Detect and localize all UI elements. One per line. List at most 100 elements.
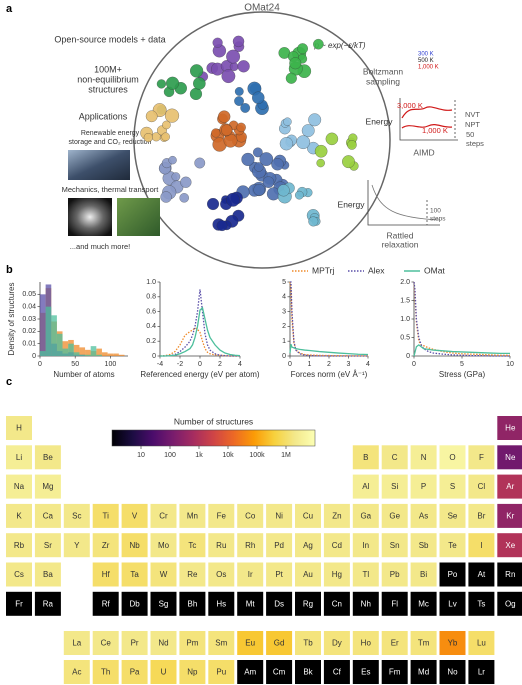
x-tick-label: 0 [288, 361, 292, 368]
colorbar-title: Number of structures [174, 416, 253, 426]
atom [236, 122, 246, 133]
element-symbol: Sc [72, 512, 81, 521]
element-cell-no-data [497, 562, 522, 587]
line-series [289, 281, 368, 357]
element-cell [63, 660, 90, 684]
element-symbol: U [161, 668, 167, 677]
element-symbol: Sg [159, 599, 169, 608]
atom [313, 38, 324, 50]
atom [156, 79, 167, 89]
element-cell [6, 562, 32, 587]
histogram-bar [40, 294, 46, 356]
x-tick-label: 50 [71, 361, 79, 368]
element-symbol: Ga [360, 512, 371, 521]
element-cell-no-data [237, 660, 264, 684]
atom [301, 124, 315, 138]
atom [325, 132, 339, 146]
element-symbol: Fl [391, 599, 398, 608]
element-symbol: Ar [506, 482, 514, 491]
element-symbol: Gd [274, 639, 285, 648]
atom [285, 72, 297, 84]
element-symbol: Cl [478, 482, 486, 491]
element-cell [497, 474, 522, 499]
atom [253, 184, 266, 196]
element-symbol: F [479, 453, 484, 462]
element-symbol: Lr [478, 668, 485, 677]
element-cell [352, 631, 379, 655]
element-cell [352, 533, 379, 558]
element-cell [266, 631, 293, 655]
line-series [160, 289, 240, 357]
element-cell [150, 533, 177, 558]
element-symbol: Cd [332, 541, 342, 550]
element-symbol: Yb [448, 639, 458, 648]
element-cell [179, 631, 206, 655]
element-cell [381, 445, 408, 470]
colorbar-tick-label: 10k [222, 452, 234, 459]
element-cell [63, 533, 90, 558]
element-symbol: Rf [102, 599, 111, 608]
element-symbol: Tl [362, 570, 369, 579]
atom [166, 76, 180, 90]
y-tick-label: 0.2 [146, 338, 156, 345]
element-symbol: B [363, 453, 368, 462]
element-cell [121, 503, 148, 528]
circuit-image [117, 198, 160, 236]
atom [314, 144, 328, 158]
atom [212, 37, 223, 48]
panel-label: c [6, 376, 12, 388]
element-symbol: Bh [188, 599, 198, 608]
histogram-bar [85, 354, 91, 356]
element-cell [6, 533, 32, 558]
element-symbol: Cf [333, 668, 342, 677]
element-cell [6, 445, 32, 470]
atom [171, 172, 181, 181]
application-text: storage and CO₂ reduction [69, 139, 152, 146]
x-axis-label: Stress (GPa) [439, 370, 486, 379]
atom [252, 91, 265, 104]
element-cell [34, 503, 61, 528]
element-cell [352, 445, 379, 470]
rattled-axes [367, 180, 441, 226]
element-symbol: Po [448, 570, 458, 579]
element-symbol: Ba [43, 570, 53, 579]
atom [240, 103, 251, 113]
x-tick-label: 0 [412, 361, 416, 368]
element-cell [497, 503, 522, 528]
atom [232, 35, 245, 48]
atom [297, 43, 308, 54]
histogram-bar [90, 346, 97, 356]
x-tick-label: 1 [308, 361, 312, 368]
element-symbol: Br [477, 512, 485, 521]
element-symbol: Se [448, 512, 458, 521]
element-symbol: Co [245, 512, 256, 521]
element-cell [381, 533, 408, 558]
element-symbol: Zr [102, 541, 110, 550]
histogram-bar [107, 353, 114, 356]
atom [296, 135, 311, 150]
x-axis-label: Number of atoms [53, 370, 114, 379]
histogram-bar [79, 354, 86, 356]
element-cell [439, 533, 466, 558]
element-cell [323, 562, 350, 587]
element-symbol: Pr [131, 639, 139, 648]
element-cell-no-data [323, 660, 350, 684]
element-symbol: Pd [274, 541, 284, 550]
ensemble-label: NPT [465, 120, 480, 129]
element-symbol: Md [418, 668, 429, 677]
histogram-bar [51, 315, 57, 356]
element-symbol: Si [391, 482, 398, 491]
element-cell-no-data [92, 591, 119, 616]
histogram-bar [73, 352, 80, 356]
element-symbol: O [449, 453, 455, 462]
line-series [289, 343, 369, 356]
y-tick-label: 0 [32, 353, 36, 360]
element-symbol: Sr [44, 541, 52, 550]
element-cell [121, 562, 148, 587]
element-symbol: Rn [505, 570, 515, 579]
element-symbol: Sm [215, 639, 227, 648]
x-tick-label: 4 [238, 361, 242, 368]
element-cell-no-data [179, 591, 206, 616]
element-symbol: Hf [102, 570, 111, 579]
element-symbol: K [16, 512, 22, 521]
